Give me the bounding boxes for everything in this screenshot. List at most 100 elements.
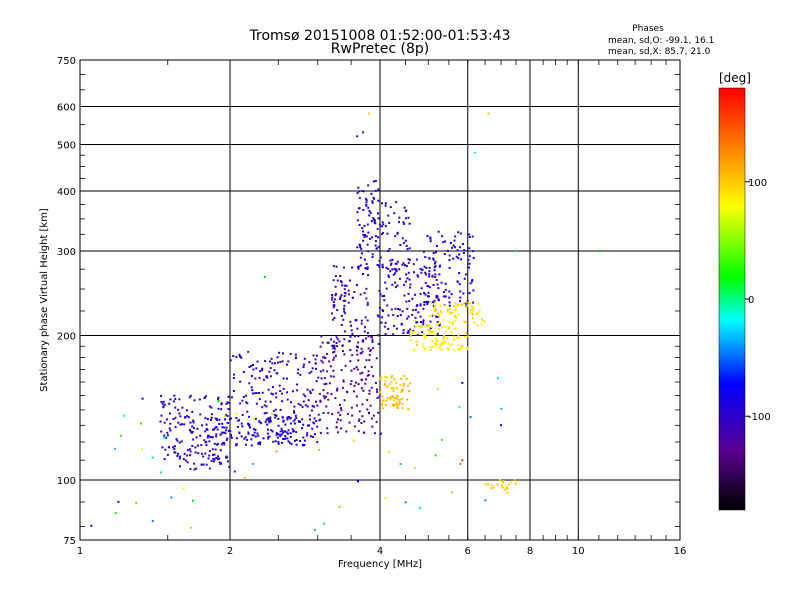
data-point <box>202 455 205 458</box>
data-point <box>429 327 432 330</box>
data-point <box>368 214 371 217</box>
data-point <box>401 407 404 409</box>
data-point <box>267 437 270 440</box>
data-point <box>363 292 366 295</box>
data-point <box>459 232 462 235</box>
data-point <box>407 329 410 332</box>
data-point <box>366 268 369 270</box>
data-point <box>265 375 268 378</box>
data-point <box>394 268 397 271</box>
data-point <box>349 360 352 363</box>
data-point <box>481 319 484 322</box>
data-point <box>302 366 305 368</box>
data-point <box>343 307 345 310</box>
data-point <box>417 311 420 314</box>
data-point <box>364 366 366 369</box>
data-point <box>407 408 410 411</box>
data-point <box>212 428 214 431</box>
data-point <box>365 199 368 202</box>
data-point <box>332 347 335 350</box>
data-point <box>186 415 189 418</box>
data-point <box>227 395 230 398</box>
y-tick-label: 100 <box>57 476 76 487</box>
data-point <box>173 394 176 397</box>
data-point <box>327 341 330 344</box>
data-point <box>163 434 166 437</box>
data-point <box>359 293 362 296</box>
data-point <box>459 246 461 249</box>
data-point <box>322 412 325 414</box>
data-point <box>506 491 509 494</box>
data-point <box>172 400 175 403</box>
data-point <box>471 235 474 238</box>
data-point <box>444 282 447 285</box>
data-point <box>220 443 223 446</box>
data-point <box>202 463 205 466</box>
data-point <box>387 267 390 270</box>
data-point <box>335 426 338 429</box>
data-point <box>397 308 399 310</box>
data-point <box>425 301 428 304</box>
data-point <box>398 308 401 311</box>
data-point <box>199 434 202 437</box>
data-point <box>368 353 371 356</box>
data-point <box>371 201 374 204</box>
data-point <box>450 311 453 314</box>
data-point <box>407 216 410 219</box>
data-point <box>386 385 389 388</box>
data-point <box>195 436 198 439</box>
data-point <box>266 423 269 426</box>
data-point <box>226 401 229 404</box>
data-point <box>375 420 378 423</box>
data-point <box>365 337 368 340</box>
data-point <box>179 415 182 418</box>
data-point <box>444 295 447 298</box>
data-point <box>367 250 370 253</box>
data-point <box>331 344 334 347</box>
data-point <box>505 486 508 489</box>
data-point <box>451 322 454 325</box>
data-point <box>434 273 437 276</box>
data-point <box>377 199 380 202</box>
data-point <box>374 179 377 182</box>
data-point <box>199 413 202 416</box>
data-point <box>394 397 396 400</box>
data-point <box>396 232 399 235</box>
data-point <box>394 272 397 275</box>
data-point <box>179 423 182 426</box>
data-point <box>435 309 438 312</box>
data-point <box>388 247 391 250</box>
data-point <box>434 276 437 278</box>
data-point <box>459 300 461 303</box>
data-point <box>220 403 223 406</box>
data-point <box>208 405 211 408</box>
data-point <box>211 453 214 456</box>
data-point <box>382 407 385 410</box>
data-point <box>448 304 451 307</box>
data-point <box>453 328 456 330</box>
data-point <box>399 277 401 280</box>
data-point <box>351 266 354 269</box>
data-point <box>166 431 169 434</box>
data-point <box>356 192 359 194</box>
data-point <box>423 303 426 306</box>
data-point <box>344 364 347 367</box>
data-point <box>198 398 201 401</box>
data-point <box>358 410 361 413</box>
data-point <box>364 326 366 329</box>
x-tick-label: 8 <box>527 546 533 557</box>
data-point <box>597 250 600 252</box>
data-point <box>405 209 408 212</box>
data-point <box>387 328 390 330</box>
data-point <box>227 429 230 432</box>
data-point <box>394 307 397 310</box>
data-point <box>419 304 422 307</box>
data-point <box>262 378 265 381</box>
data-point <box>302 393 305 396</box>
x-tick-label: 1 <box>77 546 83 557</box>
data-point <box>331 294 334 296</box>
data-point <box>432 257 435 260</box>
data-point <box>379 391 382 394</box>
data-point <box>313 405 316 408</box>
data-point <box>337 411 340 414</box>
